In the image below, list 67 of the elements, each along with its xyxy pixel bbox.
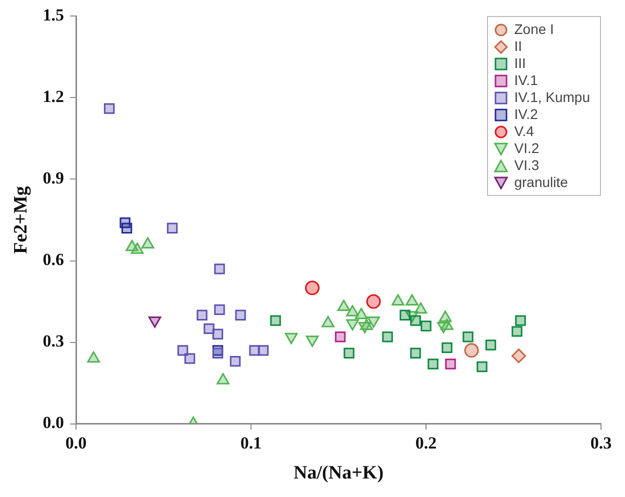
point [166, 222, 178, 234]
point [104, 103, 115, 114]
point [344, 348, 354, 358]
point [406, 294, 418, 306]
y-tick-label: 0.9 [42, 168, 64, 188]
point [428, 358, 438, 370]
point [337, 300, 350, 311]
point [485, 340, 496, 350]
legend-label: IV.1 [514, 72, 538, 89]
point [258, 345, 269, 356]
point [392, 294, 404, 306]
point [216, 373, 230, 384]
point [212, 328, 224, 340]
point [235, 310, 246, 320]
point [270, 315, 281, 326]
point [420, 320, 432, 332]
point [438, 310, 452, 322]
point [346, 305, 359, 316]
y-tick-label: 1.5 [42, 6, 64, 25]
point [212, 348, 224, 358]
x-axis-title: Na/(Na+K) [294, 462, 384, 484]
legend-label: Zone I [514, 21, 554, 38]
point [334, 332, 346, 342]
point [382, 332, 393, 342]
point [184, 353, 196, 364]
y-tick-label: 0.3 [42, 332, 64, 351]
point [515, 315, 526, 326]
y-tick-label: 1.2 [42, 87, 64, 106]
point [410, 315, 421, 326]
legend-label: granulite [514, 174, 568, 191]
point [177, 345, 188, 356]
legend-label: IV.2 [514, 106, 538, 123]
legend-label: IV.1, Kumpu [514, 89, 590, 106]
legend-label: VI.2 [514, 140, 540, 157]
point [322, 316, 334, 328]
legend-label: III [514, 55, 526, 72]
point [445, 358, 456, 370]
point [442, 342, 452, 354]
point [354, 308, 368, 320]
point [87, 351, 100, 363]
point [204, 323, 214, 334]
point [214, 264, 225, 274]
x-tick-label: 0.0 [65, 433, 87, 452]
point [196, 310, 208, 320]
point [366, 294, 381, 309]
point [476, 361, 488, 372]
y-tick-label: 0.0 [42, 413, 64, 432]
legend-label: VI.3 [514, 157, 540, 174]
point [214, 304, 225, 316]
point [462, 332, 474, 342]
legend-label: V.4 [514, 123, 534, 140]
point [141, 237, 154, 248]
point [230, 356, 241, 367]
point [305, 280, 320, 296]
point [121, 222, 132, 234]
point [512, 326, 522, 337]
y-axis-title: Fe2+Mg [10, 186, 32, 254]
y-tick-label: 0.6 [42, 250, 64, 270]
x-tick-label: 0.3 [590, 433, 612, 452]
legend-label: II [514, 38, 522, 55]
point [464, 343, 479, 358]
point [512, 348, 526, 364]
point [400, 310, 410, 320]
x-tick-label: 0.1 [240, 433, 262, 452]
point [130, 242, 144, 254]
x-tick-label: 0.2 [415, 433, 437, 452]
point [410, 348, 421, 358]
